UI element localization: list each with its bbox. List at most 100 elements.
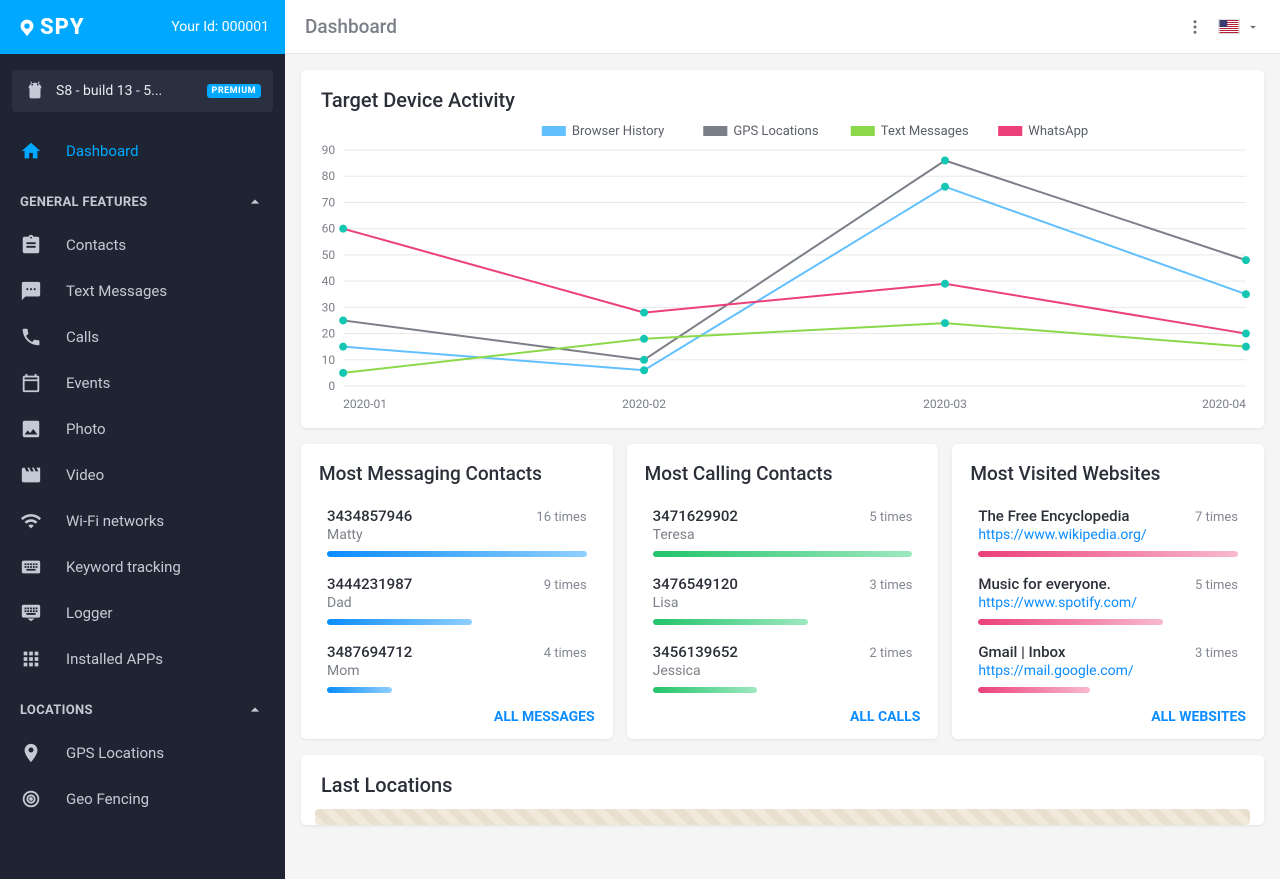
- user-id: Your Id: 000001: [171, 19, 269, 35]
- nav: Dashboard GENERAL FEATURES Contacts Text…: [0, 122, 285, 822]
- last-locations-title: Last Locations: [301, 755, 1264, 803]
- svg-text:40: 40: [322, 274, 336, 288]
- premium-badge: PREMIUM: [207, 84, 261, 98]
- list-item[interactable]: The Free Encyclopedia https://www.wikiped…: [978, 495, 1238, 563]
- svg-text:Text Messages: Text Messages: [881, 124, 969, 139]
- entry-secondary[interactable]: https://www.spotify.com/: [978, 595, 1137, 611]
- entry-primary: 3471629902: [653, 507, 738, 525]
- sms-icon: [20, 280, 42, 302]
- all-calls-link[interactable]: ALL CALLS: [832, 709, 938, 725]
- entry-bar: [653, 551, 913, 557]
- sidebar-item-keyword[interactable]: Keyword tracking: [0, 544, 285, 590]
- entry-secondary: Lisa: [653, 595, 738, 611]
- card-title: Most Messaging Contacts: [301, 444, 613, 495]
- entry-secondary[interactable]: https://www.wikipedia.org/: [978, 527, 1146, 543]
- svg-text:2020-01: 2020-01: [343, 397, 387, 411]
- entry-primary: The Free Encyclopedia: [978, 507, 1146, 525]
- sidebar-item-contacts[interactable]: Contacts: [0, 222, 285, 268]
- entry-bar: [327, 619, 472, 625]
- calendar-icon: [20, 372, 42, 394]
- device-label: S8 - build 13 - 5...: [56, 83, 197, 99]
- svg-text:2020-02: 2020-02: [622, 397, 666, 411]
- entry-count: 5 times: [869, 510, 912, 525]
- entry-count: 7 times: [1195, 510, 1238, 525]
- image-icon: [20, 418, 42, 440]
- section-locations[interactable]: LOCATIONS: [0, 682, 285, 730]
- sidebar-item-calls[interactable]: Calls: [0, 314, 285, 360]
- sidebar-item-label: Calls: [66, 328, 99, 346]
- phone-icon: [20, 326, 42, 348]
- svg-text:70: 70: [322, 195, 336, 209]
- list-item[interactable]: 3487694712Mom4 times: [327, 631, 587, 699]
- entry-count: 3 times: [869, 578, 912, 593]
- list-item[interactable]: 3434857946 Matty 16 times: [327, 495, 587, 563]
- section-general[interactable]: GENERAL FEATURES: [0, 174, 285, 222]
- content: Target Device Activity 01020304050607080…: [285, 54, 1280, 879]
- entry-secondary: Matty: [327, 527, 412, 543]
- sidebar-item-photo[interactable]: Photo: [0, 406, 285, 452]
- device-selector[interactable]: S8 - build 13 - 5... PREMIUM: [12, 70, 273, 112]
- entry-count: 4 times: [544, 646, 587, 661]
- entry-bar: [978, 687, 1090, 693]
- sidebar-item-label: Keyword tracking: [66, 558, 181, 576]
- svg-text:20: 20: [322, 327, 336, 341]
- list-item[interactable]: 3456139652Jessica2 times: [653, 631, 913, 699]
- entry-count: 3 times: [1195, 646, 1238, 661]
- chevron-up-icon: [245, 700, 265, 720]
- all-websites-link[interactable]: ALL WEBSITES: [1133, 709, 1264, 725]
- more-vert-icon[interactable]: [1186, 18, 1204, 36]
- entry-bar: [327, 551, 587, 557]
- keyboard-hide-icon: [20, 602, 42, 624]
- sidebar-item-logger[interactable]: Logger: [0, 590, 285, 636]
- entry-bar: [653, 687, 757, 693]
- chart-title: Target Device Activity: [301, 70, 1264, 116]
- sidebar-item-geofencing[interactable]: Geo Fencing: [0, 776, 285, 822]
- sidebar-item-label: GPS Locations: [66, 744, 164, 762]
- messaging-card: Most Messaging Contacts 3434857946 Matty 1…: [301, 444, 613, 739]
- svg-text:30: 30: [322, 300, 336, 314]
- language-selector[interactable]: [1218, 19, 1260, 34]
- entry-primary: 3444231987: [327, 575, 412, 593]
- summary-row: Most Messaging Contacts 3434857946 Matty 1…: [301, 444, 1264, 739]
- clipboard-icon: [20, 234, 42, 256]
- entry-secondary: Teresa: [653, 527, 738, 543]
- entry-primary: 3476549120: [653, 575, 738, 593]
- entry-count: 9 times: [544, 578, 587, 593]
- sidebar-item-gps[interactable]: GPS Locations: [0, 730, 285, 776]
- sidebar-item-video[interactable]: Video: [0, 452, 285, 498]
- svg-text:80: 80: [322, 169, 336, 183]
- list-item[interactable]: 3444231987 Dad 9 times: [327, 563, 587, 631]
- sidebar-item-label: Dashboard: [66, 142, 139, 160]
- list-item[interactable]: Gmail | Inbox https://mail.google.com/3 t…: [978, 631, 1238, 699]
- sidebar-item-apps[interactable]: Installed APPs: [0, 636, 285, 682]
- all-messages-link[interactable]: ALL MESSAGES: [476, 709, 613, 725]
- sidebar-item-label: Text Messages: [66, 282, 167, 300]
- entry-bar: [653, 619, 809, 625]
- svg-text:2020-03: 2020-03: [923, 397, 967, 411]
- list-item[interactable]: Music for everyone.https://www.spotify.c…: [978, 563, 1238, 631]
- entry-secondary[interactable]: https://mail.google.com/: [978, 663, 1133, 679]
- dropdown-caret-icon: [1246, 20, 1260, 34]
- sidebar-item-label: Contacts: [66, 236, 126, 254]
- svg-text:2020-04: 2020-04: [1202, 397, 1246, 411]
- sidebar-item-label: Photo: [66, 420, 106, 438]
- sidebar-item-label: Events: [66, 374, 110, 392]
- svg-text:Browser History: Browser History: [572, 124, 664, 139]
- sidebar-item-text-messages[interactable]: Text Messages: [0, 268, 285, 314]
- svg-text:50: 50: [322, 248, 336, 262]
- logo-text: SPY: [40, 15, 85, 40]
- list-item[interactable]: 3471629902 Teresa 5 times: [653, 495, 913, 563]
- entry-secondary: Dad: [327, 595, 412, 611]
- entry-primary: Gmail | Inbox: [978, 643, 1133, 661]
- entry-count: 5 times: [1195, 578, 1238, 593]
- sidebar-item-wifi[interactable]: Wi-Fi networks: [0, 498, 285, 544]
- sidebar-item-events[interactable]: Events: [0, 360, 285, 406]
- flag-us-icon: [1218, 19, 1240, 34]
- entry-count: 16 times: [536, 510, 586, 525]
- topbar-right: [1186, 18, 1260, 36]
- list-item[interactable]: 3476549120 Lisa 3 times: [653, 563, 913, 631]
- sidebar-item-dashboard[interactable]: Dashboard: [0, 128, 285, 174]
- wifi-icon: [20, 510, 42, 532]
- entry-primary: 3434857946: [327, 507, 412, 525]
- card-title: Most Visited Websites: [952, 444, 1264, 495]
